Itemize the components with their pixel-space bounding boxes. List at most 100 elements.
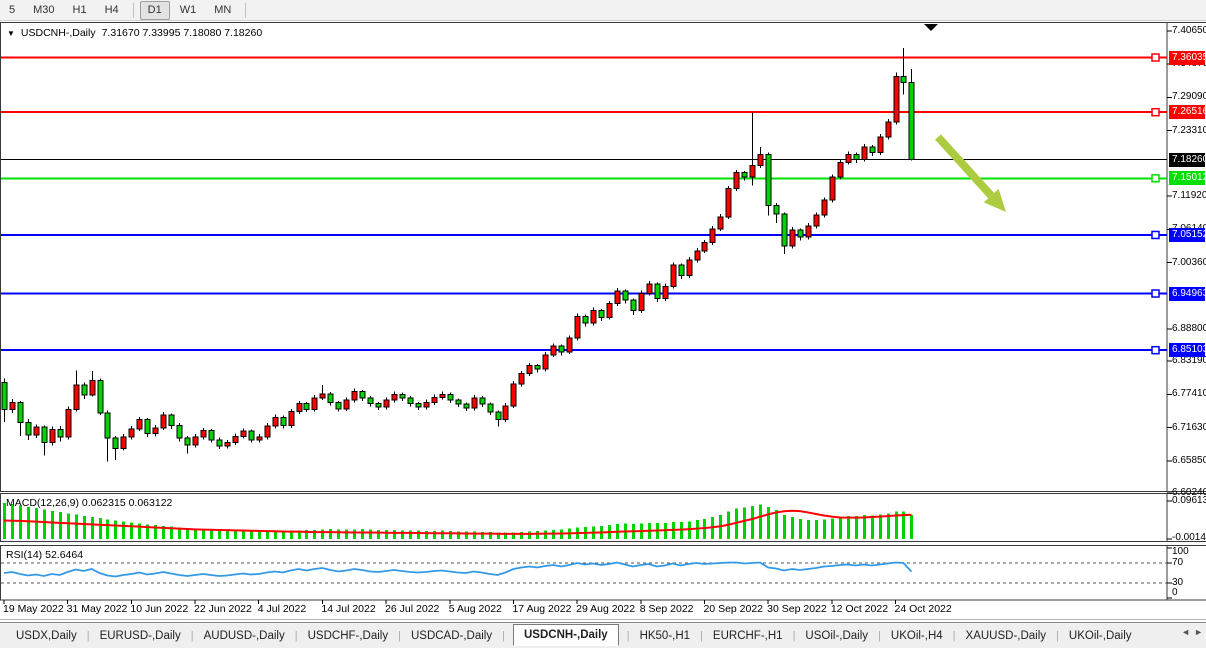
tab-usdchf-daily[interactable]: USDCHF-,Daily bbox=[307, 629, 389, 642]
tab-usdcnh-daily[interactable]: USDCNH-,Daily bbox=[512, 623, 619, 646]
price-tick-label: 6.88800 bbox=[1172, 322, 1206, 334]
tab-separator: | bbox=[1056, 629, 1059, 642]
hline-handle[interactable] bbox=[1151, 107, 1160, 117]
current-price-badge: 7.18260 bbox=[1169, 152, 1206, 167]
macd-panel bbox=[0, 493, 1168, 542]
tab-separator: | bbox=[190, 629, 194, 642]
tab-separator: | bbox=[502, 629, 505, 642]
date-label: 29 Aug 2022 bbox=[576, 603, 636, 615]
price-tick-label: 6.83190 bbox=[1172, 355, 1206, 367]
date-label: 20 Sep 2022 bbox=[703, 603, 764, 615]
timeframe-m30[interactable]: M30 bbox=[33, 3, 55, 16]
tab-xauusd-daily[interactable]: XAUUSD-,Daily bbox=[965, 629, 1047, 642]
price-tick-label: 6.65850 bbox=[1172, 454, 1206, 466]
ohlc-values: 7.31670 7.33995 7.18080 7.18260 bbox=[101, 27, 263, 39]
macd-label: MACD(12,26,9) 0.062315 0.063122 bbox=[6, 497, 173, 509]
price-tick-label: 6.71630 bbox=[1172, 421, 1206, 433]
horizontal-level-lines[interactable] bbox=[1, 53, 1167, 355]
date-label: 17 Aug 2022 bbox=[512, 603, 572, 615]
date-label: 12 Oct 2022 bbox=[830, 603, 889, 615]
date-label: 31 May 2022 bbox=[66, 603, 128, 615]
timeframe-5[interactable]: 5 bbox=[9, 3, 16, 16]
date-label: 4 Jul 2022 bbox=[257, 603, 307, 615]
price-tick-label: 7.40650 bbox=[1172, 25, 1206, 36]
tab-scroll-right-icon[interactable]: ► bbox=[1194, 627, 1203, 637]
tab-separator: | bbox=[626, 629, 630, 642]
rsi-line bbox=[3, 561, 913, 578]
tab-separator: | bbox=[952, 629, 956, 642]
rsi-axis-label: 70 bbox=[1172, 557, 1184, 568]
price-badge-7.26516: 7.26516 bbox=[1169, 105, 1206, 120]
toolbar-separator bbox=[245, 2, 247, 18]
timeframe-toolbar: 5 M30 H1 H4 D1 W1 MN bbox=[0, 0, 1206, 21]
macd-axis-min: -0.00147 bbox=[1172, 532, 1206, 543]
tab-usdcad-daily[interactable]: USDCAD-,Daily bbox=[410, 629, 493, 642]
macd-values: 0.062315 0.063122 bbox=[81, 497, 173, 509]
price-badge-7.05152: 7.05152 bbox=[1169, 227, 1206, 242]
tab-separator: | bbox=[700, 629, 703, 642]
tab-ukoil-h4[interactable]: UKOil-,H4 bbox=[890, 629, 943, 642]
rsi-value: 52.6464 bbox=[45, 549, 84, 561]
toolbar-separator bbox=[132, 2, 134, 18]
hline-handle[interactable] bbox=[1151, 345, 1160, 355]
candlestick-series bbox=[1, 48, 915, 462]
timeframe-h4[interactable]: H4 bbox=[104, 3, 119, 16]
tab-audusd-daily[interactable]: AUDUSD-,Daily bbox=[203, 629, 285, 642]
main-chart-panel bbox=[0, 22, 1168, 492]
timeframe-h1[interactable]: H1 bbox=[72, 3, 87, 16]
tab-usdx-daily[interactable]: USDX,Daily bbox=[16, 629, 77, 642]
symbol-dropdown-icon[interactable]: ▼ bbox=[7, 28, 15, 38]
timeframe-w1[interactable]: W1 bbox=[179, 3, 197, 16]
rsi-label: RSI(14) 52.6464 bbox=[6, 549, 84, 561]
macd-axis-max: 0.096136 bbox=[1172, 495, 1206, 506]
hline-handle[interactable] bbox=[1151, 174, 1160, 183]
tab-ukoil-daily[interactable]: UKOil-,Daily bbox=[1068, 629, 1132, 642]
trend-arrow-shaft[interactable] bbox=[935, 134, 995, 199]
date-label: 30 Sep 2022 bbox=[767, 603, 827, 615]
date-label: 8 Sep 2022 bbox=[639, 603, 694, 615]
trend-arrow-head[interactable] bbox=[983, 188, 1006, 212]
price-tick-label: 7.00360 bbox=[1172, 256, 1206, 268]
tab-usoil-daily[interactable]: USOil-,Daily bbox=[805, 629, 869, 642]
tab-separator: | bbox=[86, 629, 90, 642]
price-tick-label: 6.60240 bbox=[1172, 487, 1206, 499]
date-label: 22 Jun 2022 bbox=[194, 603, 252, 615]
rsi-axis-label: 30 bbox=[1172, 577, 1184, 588]
price-badge-7.15012: 7.15012 bbox=[1169, 171, 1206, 186]
price-tick-label: 7.29090 bbox=[1172, 91, 1206, 103]
hline-handle[interactable] bbox=[1151, 289, 1160, 298]
price-tick-label: 6.77410 bbox=[1172, 388, 1206, 400]
tab-scroll-left-icon[interactable]: ◄ bbox=[1181, 627, 1191, 637]
price-badge-6.94963: 6.94963 bbox=[1169, 286, 1206, 301]
tab-eurchf-h1[interactable]: EURCHF-,H1 bbox=[712, 629, 783, 642]
rsi-panel bbox=[0, 545, 1168, 601]
chart-title: ▼ USDCNH-,Daily 7.31670 7.33995 7.18080 … bbox=[7, 27, 262, 39]
symbol-tabbar: USDX,Daily | EURUSD-,Daily | AUDUSD-,Daily | U… bbox=[0, 622, 1206, 648]
tab-separator: | bbox=[792, 629, 796, 642]
tab-separator: | bbox=[878, 629, 881, 642]
tab-separator: | bbox=[294, 629, 298, 642]
price-tick-label: 7.23310 bbox=[1172, 124, 1206, 136]
price-badge-6.85103: 6.85103 bbox=[1169, 343, 1206, 358]
rsi-axis-label: 0 bbox=[1172, 587, 1178, 598]
macd-signal-line bbox=[3, 509, 912, 535]
timeframe-d1[interactable]: D1 bbox=[139, 0, 170, 20]
price-tick-label: 7.11920 bbox=[1172, 190, 1206, 202]
timeframe-mn[interactable]: MN bbox=[214, 3, 232, 16]
date-label: 24 Oct 2022 bbox=[894, 603, 952, 615]
date-label: 5 Aug 2022 bbox=[448, 603, 502, 615]
date-label: 26 Jul 2022 bbox=[385, 603, 440, 615]
tab-hk50-h1[interactable]: HK50-,H1 bbox=[639, 629, 691, 642]
rsi-axis-label: 100 bbox=[1172, 546, 1189, 557]
chart-shift-marker-icon[interactable] bbox=[924, 24, 938, 31]
date-label: 14 Jul 2022 bbox=[321, 603, 376, 615]
date-label: 19 May 2022 bbox=[3, 603, 64, 615]
tab-scroll-nav: ◄ ► bbox=[1181, 627, 1203, 637]
tab-eurusd-daily[interactable]: EURUSD-,Daily bbox=[99, 629, 181, 642]
price-badge-7.36035: 7.36035 bbox=[1169, 50, 1206, 65]
hline-handle[interactable] bbox=[1151, 53, 1160, 62]
hline-handle[interactable] bbox=[1151, 230, 1160, 240]
tab-separator: | bbox=[398, 629, 401, 642]
